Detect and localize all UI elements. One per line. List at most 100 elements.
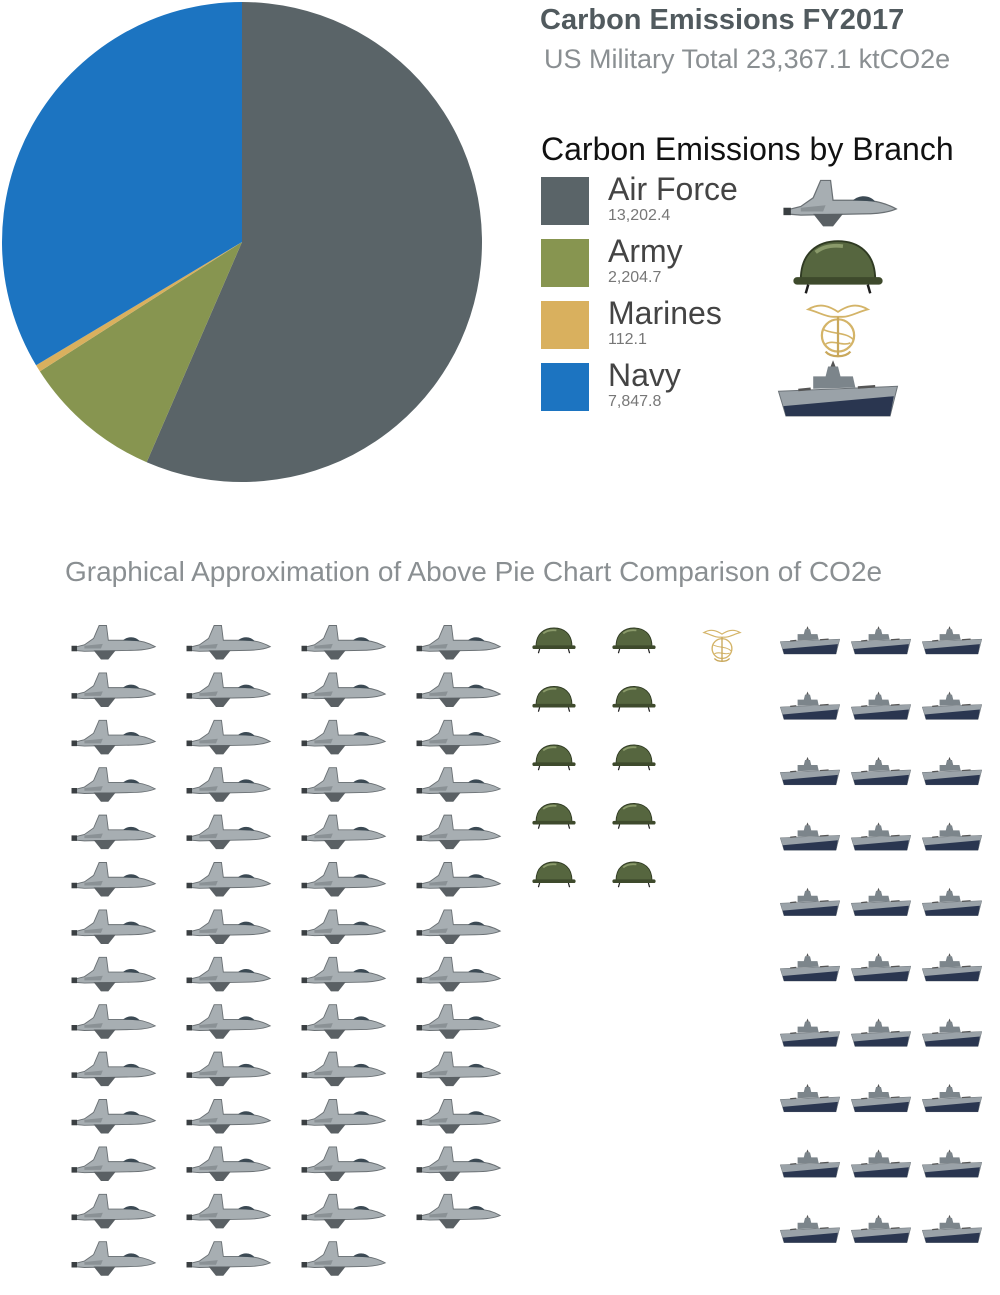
fighter-jet-icon xyxy=(71,1004,156,1040)
battleship-icon xyxy=(779,690,841,721)
army-helmet-icon xyxy=(530,743,578,772)
fighter-jet-icon xyxy=(71,719,156,755)
battleship-icon xyxy=(921,690,983,721)
fighter-jet-icon xyxy=(186,1099,271,1135)
army-helmet-icon xyxy=(610,860,658,889)
fighter-jet-icon xyxy=(71,1241,156,1277)
fighter-jet-icon xyxy=(301,1146,386,1182)
battleship-icon xyxy=(850,1017,912,1048)
pictogram-icons xyxy=(71,624,983,1277)
fighter-jet-icon xyxy=(301,1241,386,1277)
fighter-jet-icon xyxy=(416,672,501,708)
battleship-icon xyxy=(850,1213,912,1244)
army-helmet-icon xyxy=(530,626,578,655)
battleship-icon xyxy=(921,1213,983,1244)
fighter-jet-icon xyxy=(71,909,156,945)
battleship-icon xyxy=(850,821,912,852)
army-helmet-icon xyxy=(776,235,900,297)
fighter-jet-icon xyxy=(71,625,156,661)
battleship-icon xyxy=(921,624,983,656)
pictogram-caption: Graphical Approximation of Above Pie Cha… xyxy=(65,556,883,587)
fighter-jet-icon xyxy=(71,672,156,708)
fighter-jet-icon xyxy=(71,1099,156,1135)
legend-label-army: Army xyxy=(608,233,683,269)
fighter-jet-icon xyxy=(71,767,156,803)
fighter-jet-icon xyxy=(186,1004,271,1040)
fighter-jet-icon xyxy=(71,814,156,850)
fighter-jet-icon xyxy=(71,862,156,898)
fighter-jet-icon xyxy=(416,1146,501,1182)
fighter-jet-icon xyxy=(416,1099,501,1135)
fighter-jet-icon xyxy=(186,672,271,708)
fighter-jet-icon xyxy=(301,767,386,803)
battleship-icon xyxy=(779,624,841,656)
battleship-icon xyxy=(779,1213,841,1244)
pie-chart xyxy=(1,2,482,482)
fighter-jet-icon xyxy=(301,956,386,992)
legend-value-navy: 7,847.8 xyxy=(608,393,662,410)
legend-value-air-force: 13,202.4 xyxy=(608,207,671,224)
fighter-jet-icon xyxy=(186,909,271,945)
fighter-jet-icon xyxy=(71,1193,156,1229)
fighter-jet-icon xyxy=(416,719,501,755)
fighter-jet-icon xyxy=(186,767,271,803)
legend-label-navy: Navy xyxy=(608,357,681,393)
fighter-jet-icon xyxy=(416,862,501,898)
battleship-icon xyxy=(921,951,983,983)
chart-title: Carbon Emissions FY2017 xyxy=(540,4,905,36)
battleship-icon xyxy=(921,1017,983,1048)
battleship-icon xyxy=(776,359,900,421)
fighter-jet-icon xyxy=(186,1241,271,1277)
fighter-jet-icon xyxy=(301,625,386,661)
fighter-jet-icon xyxy=(186,956,271,992)
fighter-jet-icon xyxy=(416,1193,501,1229)
fighter-jet-icon xyxy=(301,862,386,898)
army-helmet-icon xyxy=(530,860,578,889)
legend-item-army: Army 2,204.7 xyxy=(541,233,981,299)
battleship-icon xyxy=(779,1082,841,1113)
chart-subtitle: US Military Total 23,367.1 ktCO2e xyxy=(544,44,951,74)
legend-swatch-marines xyxy=(541,301,589,349)
battleship-icon xyxy=(779,821,841,852)
battleship-icon xyxy=(850,1148,912,1179)
legend-swatch-navy xyxy=(541,363,589,411)
fighter-jet-icon xyxy=(71,1146,156,1182)
battleship-icon xyxy=(921,821,983,852)
fighter-jet-icon xyxy=(416,814,501,850)
fighter-jet-icon xyxy=(186,862,271,898)
fighter-jet-icon xyxy=(416,956,501,992)
fighter-jet-icon xyxy=(301,719,386,755)
legend-value-army: 2,204.7 xyxy=(608,269,662,286)
battleship-icon xyxy=(779,1017,841,1048)
fighter-jet-icon xyxy=(186,1193,271,1229)
legend-label-marines: Marines xyxy=(608,295,722,331)
marine-emblem-icon xyxy=(702,629,742,663)
legend-swatch-army xyxy=(541,239,589,287)
battleship-icon xyxy=(921,1082,983,1113)
battleship-icon xyxy=(850,755,912,786)
battleship-icon xyxy=(779,1148,841,1179)
battleship-icon xyxy=(921,1148,983,1179)
battleship-icon xyxy=(779,886,841,917)
fighter-jet-icon xyxy=(301,814,386,850)
fighter-jet-icon xyxy=(186,1146,271,1182)
battleship-icon xyxy=(921,755,983,786)
fighter-jet-icon xyxy=(301,672,386,708)
pie-slice-army xyxy=(39,242,243,463)
legend-label-air-force: Air Force xyxy=(608,171,738,207)
fighter-jet-icon xyxy=(416,625,501,661)
pictogram-grid xyxy=(71,624,983,1277)
legend-item-air-force: Air Force 13,202.4 xyxy=(541,171,981,237)
army-helmet-icon xyxy=(610,801,658,831)
legend-item-marines: Marines 112.1 xyxy=(541,295,981,361)
battleship-icon xyxy=(850,1082,912,1113)
legend-title: Carbon Emissions by Branch xyxy=(541,131,954,167)
battleship-icon xyxy=(921,886,983,917)
army-helmet-icon xyxy=(610,743,658,772)
fighter-jet-icon xyxy=(776,173,900,235)
fighter-jet-icon xyxy=(186,814,271,850)
battleship-icon xyxy=(779,951,841,983)
fighter-jet-icon xyxy=(301,1051,386,1087)
fighter-jet-icon xyxy=(186,1051,271,1087)
fighter-jet-icon xyxy=(71,1051,156,1087)
